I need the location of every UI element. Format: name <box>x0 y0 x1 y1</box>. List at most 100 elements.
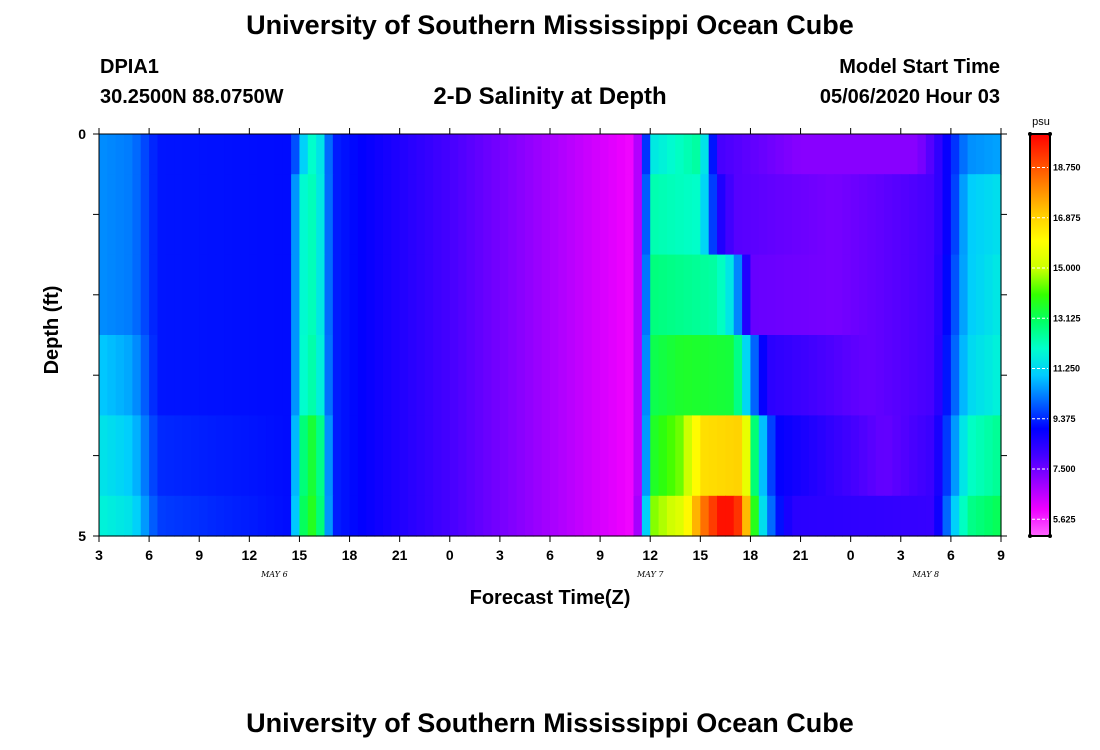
heatmap-cell <box>266 254 275 336</box>
heatmap-cell <box>783 335 793 416</box>
heatmap-cell <box>382 254 392 336</box>
heatmap-cell <box>717 335 726 416</box>
x-tick-label: 9 <box>195 547 203 563</box>
heatmap-cell <box>808 174 818 256</box>
heatmap-cell <box>483 254 493 336</box>
heatmap-cell <box>700 495 710 537</box>
x-tick-label: 12 <box>642 547 658 563</box>
heatmap-cell <box>900 495 910 537</box>
heatmap-cell <box>859 134 868 175</box>
heatmap-cell <box>817 415 827 497</box>
heatmap-cell <box>925 174 935 256</box>
colorbar-tick-label: 5.625 <box>1053 514 1076 524</box>
heatmap-cell <box>366 134 376 175</box>
x-tick-label: 9 <box>596 547 604 563</box>
heatmap-cell <box>967 254 977 336</box>
heatmap-cell <box>274 415 284 497</box>
heatmap-cell <box>750 335 760 416</box>
heatmap-cell <box>758 335 768 416</box>
heatmap-cell <box>215 254 225 336</box>
heatmap-cell <box>115 134 125 175</box>
heatmap-cell <box>959 174 969 256</box>
heatmap-cell <box>508 174 518 256</box>
heatmap-cell <box>808 335 818 416</box>
heatmap-cell <box>416 335 426 416</box>
heatmap-cell <box>691 174 701 256</box>
heatmap-cell <box>207 134 217 175</box>
heatmap-cell <box>992 335 1002 416</box>
heatmap-cell <box>291 254 301 336</box>
heatmap-cell <box>140 415 150 497</box>
heatmap-cell <box>708 335 718 416</box>
chart-title: University of Southern Mississippi Ocean… <box>246 10 854 40</box>
heatmap-cell <box>316 335 326 416</box>
heatmap-cell <box>458 254 468 336</box>
heatmap-cell <box>474 174 484 256</box>
heatmap-cell <box>934 335 944 416</box>
heatmap-cell <box>324 254 334 336</box>
heatmap-cell <box>299 495 309 537</box>
heatmap-cell <box>875 415 885 497</box>
heatmap-cell <box>817 174 827 256</box>
heatmap-cells <box>99 134 1002 537</box>
heatmap-cell <box>675 254 685 336</box>
heatmap-cell <box>299 174 309 256</box>
heatmap-cell <box>783 415 793 497</box>
heatmap-cell <box>466 174 476 256</box>
heatmap-cell <box>499 174 509 256</box>
heatmap-cell <box>909 415 919 497</box>
heatmap-cell <box>666 495 676 537</box>
heatmap-cell <box>332 335 342 416</box>
x-tick-label: 15 <box>693 547 709 563</box>
heatmap-cell <box>600 174 610 256</box>
heatmap-cell <box>182 415 192 497</box>
heatmap-cell <box>408 495 417 537</box>
heatmap-cell <box>391 134 401 175</box>
heatmap-cell <box>633 134 643 175</box>
heatmap-cell <box>700 174 710 256</box>
heatmap-cell <box>491 495 501 537</box>
heatmap-cell <box>775 174 785 256</box>
heatmap-cell <box>608 335 618 416</box>
heatmap-cell <box>274 335 284 416</box>
heatmap-cell <box>934 254 944 336</box>
heatmap-cell <box>616 495 626 537</box>
heatmap-cell <box>132 335 142 416</box>
heatmap-cell <box>449 254 459 336</box>
heatmap-cell <box>733 174 743 256</box>
heatmap-cell <box>282 134 292 175</box>
heatmap-cell <box>566 134 576 175</box>
heatmap-cell <box>433 134 443 175</box>
heatmap-cell <box>792 495 802 537</box>
model-start-value: 05/06/2020 Hour 03 <box>819 86 1000 108</box>
heatmap-cell <box>424 134 434 175</box>
heatmap-cell <box>934 415 944 497</box>
heatmap-cell <box>399 254 409 336</box>
heatmap-cell <box>224 335 234 416</box>
heatmap-cell <box>324 495 334 537</box>
heatmap-cell <box>850 174 860 256</box>
heatmap-cell <box>232 335 242 416</box>
heatmap-cell <box>332 415 342 497</box>
heatmap-cell <box>641 495 651 537</box>
heatmap-cell <box>992 415 1002 497</box>
y-tick-label: 0 <box>78 126 86 142</box>
heatmap-cell <box>282 495 292 537</box>
heatmap-cell <box>550 415 559 497</box>
heatmap-cell <box>917 174 927 256</box>
model-start-label: Model Start Time <box>839 56 1000 78</box>
heatmap-cell <box>391 335 401 416</box>
heatmap-cell <box>165 134 175 175</box>
heatmap-cell <box>424 174 434 256</box>
heatmap-cell <box>399 335 409 416</box>
heatmap-cell <box>775 415 785 497</box>
heatmap-cell <box>240 415 250 497</box>
heatmap-cell <box>800 134 810 175</box>
heatmap-cell <box>742 495 752 537</box>
heatmap-cell <box>107 495 117 537</box>
heatmap-cell <box>725 495 735 537</box>
heatmap-cell <box>240 335 250 416</box>
heatmap-cell <box>767 254 777 336</box>
heatmap-cell <box>558 495 568 537</box>
heatmap-cell <box>124 254 134 336</box>
